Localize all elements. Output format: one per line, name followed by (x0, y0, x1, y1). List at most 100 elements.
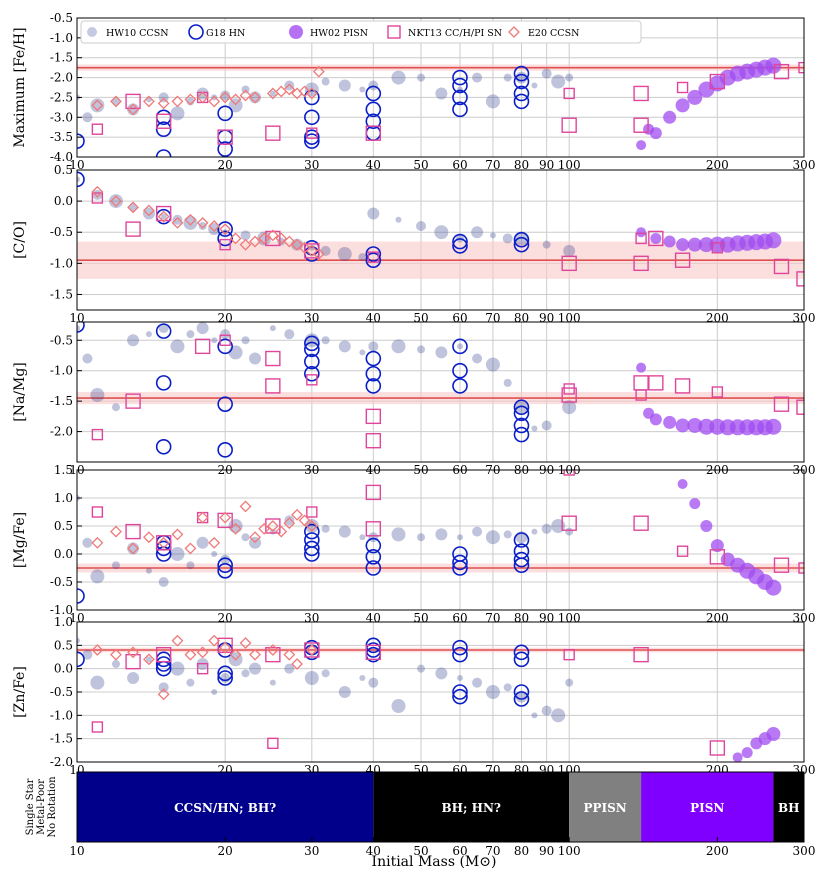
nkt13-point (674, 252, 691, 268)
e20-point (171, 95, 184, 108)
nkt13-point (648, 230, 664, 247)
hw10-point (367, 207, 380, 220)
nkt13-point (563, 470, 575, 476)
g18-point (217, 562, 233, 579)
bottom-x-tick: 80 (514, 837, 529, 858)
nkt13-point (365, 644, 382, 661)
nkt13-point (365, 521, 382, 537)
series (636, 57, 782, 151)
nkt13-point (155, 205, 172, 222)
e20-point (157, 688, 170, 701)
bottom-x-tick: 100 (558, 837, 581, 858)
g18-point (365, 101, 382, 118)
g18-point (513, 551, 530, 568)
e20-point (283, 235, 296, 248)
g18-point (77, 133, 85, 149)
e20-point (266, 229, 279, 242)
g18-point (217, 221, 233, 237)
hw10-point (565, 527, 574, 536)
nkt13-point (196, 511, 209, 524)
hw10-point (531, 712, 538, 719)
hw10-point (368, 532, 379, 543)
g18-point (513, 85, 530, 102)
g18-point (217, 665, 233, 682)
e20-point (291, 508, 303, 521)
hw10-point (562, 400, 577, 415)
e20-point (266, 520, 279, 532)
nkt13-point (561, 387, 577, 403)
e20-point (127, 201, 139, 214)
hw10-point (515, 71, 528, 84)
hw10-point (170, 547, 185, 561)
e20-point (91, 644, 104, 656)
hw10-point (111, 97, 120, 106)
hw02-point (741, 747, 753, 759)
hw10-point (127, 672, 140, 684)
hw02-point (636, 227, 647, 238)
e20-point (184, 213, 197, 226)
y-tick-label: -1.5 (50, 51, 73, 65)
g18-point (304, 341, 320, 358)
y-tick-label: 0.0 (54, 662, 73, 676)
hw10-point (563, 244, 576, 257)
hw02-point (732, 752, 743, 762)
g18-point (452, 378, 468, 394)
hw10-point (434, 225, 449, 240)
nkt13-point (91, 192, 104, 204)
hw10-point (127, 103, 140, 116)
x-tick-label: 50 (413, 158, 428, 172)
nkt13-point (561, 117, 577, 133)
nkt13-point (365, 432, 382, 449)
e20-point (275, 85, 288, 98)
x-tick-label: 100 (558, 158, 581, 172)
hw10-point (77, 637, 80, 644)
e20-point (110, 525, 122, 538)
hw10-point (531, 528, 538, 535)
data-points (77, 470, 804, 604)
nkt13-point (711, 386, 724, 398)
hw10-point (196, 322, 209, 335)
g18-point (217, 141, 233, 157)
hw10-point (92, 189, 103, 200)
hw10-point (186, 97, 195, 106)
g18-point (304, 540, 320, 557)
e20-point (291, 658, 303, 670)
nkt13-point (219, 238, 231, 251)
hw10-point (211, 94, 218, 101)
hw10-point (395, 216, 402, 223)
e20-point (229, 648, 242, 661)
hw10-point (82, 353, 93, 364)
series (77, 176, 576, 262)
y-axis-label: Maximum [Fe/H] (12, 27, 28, 147)
series (91, 634, 318, 701)
x-tick-label: 300 (793, 158, 816, 172)
y-tick-label: -1.0 (50, 603, 73, 617)
bottom-x-tick: 60 (452, 837, 468, 858)
g18-point (217, 442, 233, 458)
legend-item: HW02 PISN (289, 25, 368, 39)
g18-point (77, 651, 85, 668)
nkt13-point (773, 63, 790, 80)
hw10-point (145, 331, 152, 338)
hw10-point (220, 554, 231, 565)
g18-point (365, 537, 382, 554)
series (91, 185, 325, 260)
series (91, 65, 325, 116)
x-tick-label: 10 (69, 158, 84, 172)
e20-point (171, 634, 184, 647)
data-points (77, 322, 804, 458)
e20-point (229, 522, 242, 535)
nkt13-point (711, 242, 724, 254)
hw10-point (456, 343, 463, 350)
nkt13-point (125, 93, 141, 110)
hw10-point (284, 515, 295, 526)
hw10-point (485, 685, 500, 699)
g18-point (365, 246, 382, 262)
e20-point (258, 522, 271, 535)
y-axis-label: [C/O] (12, 221, 28, 259)
g18-point (304, 353, 320, 370)
g18-point (77, 588, 85, 604)
hw02-point (687, 89, 703, 105)
hw10-point (196, 536, 209, 549)
